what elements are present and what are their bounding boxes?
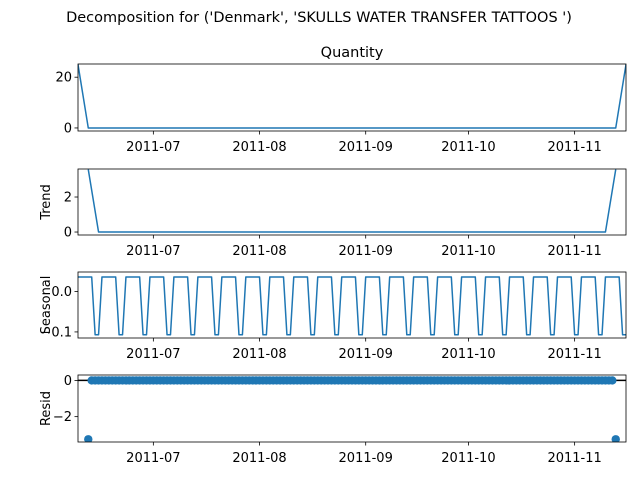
panel-4: 0 −2 2011-07 2011-08 2011-09 2011-10 2011-11 Re…	[39, 374, 627, 466]
panel-title: Quantity	[321, 45, 384, 61]
x-tick-label: 2011-10	[441, 347, 495, 362]
x-tick-label: 2011-11	[547, 244, 601, 259]
seasonal-line	[78, 276, 626, 336]
panel-3: 0.0 −0.1 2011-07 2011-08 2011-09 2011-10 2011-…	[39, 271, 627, 362]
y-tick-label: −2	[53, 410, 72, 425]
x-tick-label: 2011-11	[547, 347, 601, 362]
x-tick-label: 2011-08	[232, 451, 286, 466]
resid-point	[608, 376, 617, 385]
x-tick-label: 2011-08	[232, 140, 286, 155]
axes-frame	[77, 168, 627, 236]
axes-frame	[77, 63, 627, 132]
y-tick-label: 20	[55, 71, 72, 86]
y-tick-label: 0	[64, 121, 72, 136]
x-tick-label: 2011-07	[126, 347, 180, 362]
figure-suptitle: Decomposition for ('Denmark', 'SKULLS WA…	[66, 10, 572, 26]
y-tick-label: −0.1	[40, 325, 72, 340]
x-tick-label: 2011-09	[339, 244, 393, 259]
x-tick-label: 2011-09	[339, 347, 393, 362]
x-tick-label: 2011-08	[232, 244, 286, 259]
x-tick-label: 2011-10	[441, 140, 495, 155]
x-tick-label: 2011-10	[441, 244, 495, 259]
x-tick-label: 2011-10	[441, 451, 495, 466]
series-line	[87, 169, 617, 233]
plot-area	[78, 276, 626, 336]
x-tick-label: 2011-11	[547, 140, 601, 155]
y-tick-label: 0	[64, 226, 72, 241]
x-tick-label: 2011-07	[126, 244, 180, 259]
plot-area	[78, 376, 626, 442]
x-tick-label: 2011-09	[339, 140, 393, 155]
x-tick-label: 2011-11	[547, 451, 601, 466]
resid-outlier	[84, 435, 93, 442]
series-line	[78, 64, 626, 129]
axes-frame	[77, 271, 627, 339]
x-tick-label: 2011-09	[339, 451, 393, 466]
y-tick-label: 0.0	[51, 285, 72, 300]
axes-frame	[77, 374, 627, 443]
x-tick-label: 2011-08	[232, 347, 286, 362]
y-axis-label: Seasonal	[39, 276, 54, 335]
resid-outlier	[611, 435, 620, 442]
y-tick-label: 0	[64, 374, 72, 389]
panel-1: 0 20 2011-07 2011-08 2011-09 2011-10 2011-11 Qu…	[55, 45, 627, 155]
plot-area	[87, 169, 617, 233]
plot-area	[78, 64, 626, 129]
y-axis-label: Resid	[39, 391, 54, 426]
x-tick-label: 2011-07	[126, 451, 180, 466]
y-tick-label: 2	[64, 191, 72, 206]
panel-2: 0 2 2011-07 2011-08 2011-09 2011-10 2011-11 Tre…	[39, 168, 627, 259]
y-axis-label: Trend	[39, 184, 54, 221]
x-tick-label: 2011-07	[126, 140, 180, 155]
